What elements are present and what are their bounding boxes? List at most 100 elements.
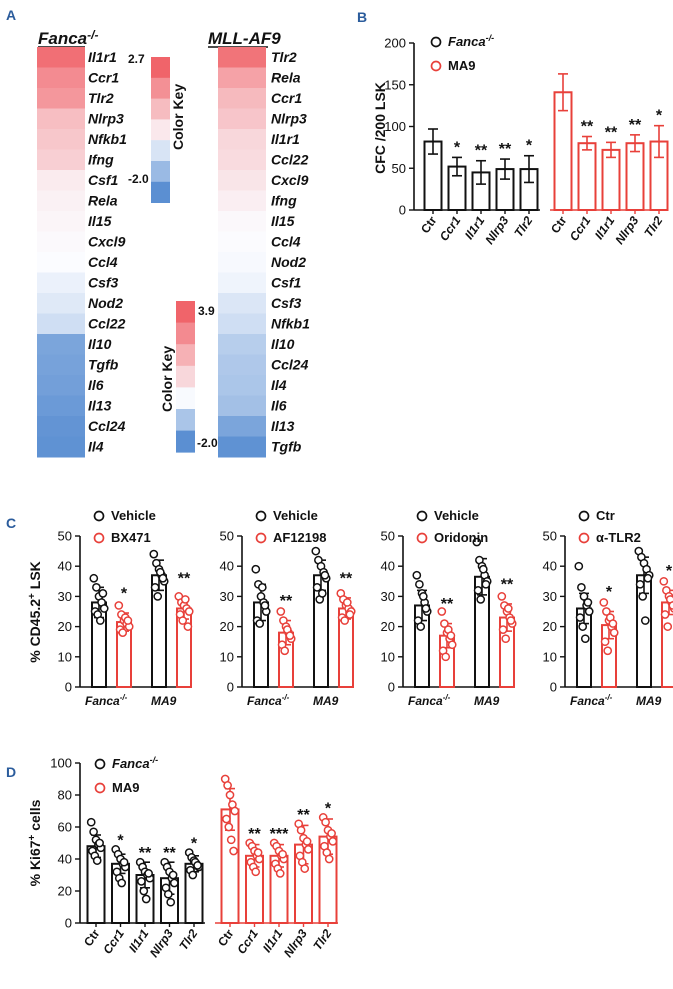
x-group-label: Fanca-/-	[408, 693, 451, 708]
gene-label: Nod2	[88, 295, 123, 311]
data-point	[584, 607, 594, 616]
data-point	[222, 814, 231, 824]
legend-label: Vehicle	[111, 508, 156, 523]
gene-label: Nlrp3	[88, 110, 124, 126]
gene-label: Csf3	[271, 295, 302, 311]
x-tick-label: Tlr2	[310, 926, 334, 952]
color-key-swatch	[176, 409, 195, 431]
gene-label: Il10	[271, 336, 295, 352]
data-point	[251, 564, 261, 574]
heatmap-cell	[37, 67, 85, 89]
color-key-swatch	[176, 365, 195, 388]
color-key-min: -2.0	[197, 436, 218, 450]
x-group-label: MA9	[636, 694, 662, 708]
data-point	[506, 616, 516, 625]
data-point	[663, 622, 673, 631]
y-tick-label: 80	[58, 788, 72, 803]
significance-star: **	[501, 576, 514, 593]
data-point	[640, 616, 650, 625]
gene-label: Nfkb1	[271, 315, 310, 331]
gene-label: Ccl24	[271, 356, 309, 372]
significance-star: **	[441, 596, 454, 613]
gene-label: Nlrp3	[271, 110, 307, 126]
data-point	[92, 582, 101, 592]
bar	[625, 142, 645, 211]
significance-star: *	[666, 563, 673, 580]
gene-label: Tlr2	[88, 90, 114, 106]
gene-label: Il13	[271, 418, 295, 434]
gene-label: Cxcl9	[88, 233, 126, 249]
data-point	[340, 616, 350, 625]
heatmap-cell	[37, 47, 85, 68]
gene-label: Csf3	[88, 274, 119, 290]
gene-label: Ccl4	[271, 233, 301, 249]
significance-star: **	[163, 845, 176, 862]
heatmap-cell	[37, 252, 85, 273]
x-tick-label: Ctr	[215, 926, 237, 948]
data-point	[416, 622, 426, 631]
data-point	[144, 869, 153, 878]
gene-label: Tgfb	[271, 438, 302, 454]
heatmap-cell	[218, 170, 266, 191]
legend-label: AF12198	[273, 530, 326, 545]
data-point	[668, 601, 673, 610]
data-point	[473, 586, 483, 595]
data-point	[599, 598, 609, 607]
gene-label: Nod2	[271, 254, 306, 270]
heatmap-cell	[218, 293, 266, 314]
data-point	[501, 634, 511, 644]
data-point	[577, 582, 586, 592]
heatmap-cell	[218, 47, 266, 68]
heatmap-cell	[218, 67, 266, 89]
data-point	[345, 610, 355, 619]
heatmap-cell	[37, 272, 85, 294]
heatmap-cell	[37, 149, 85, 171]
gene-label: Il10	[88, 336, 112, 352]
data-point	[123, 616, 133, 625]
legend-marker	[430, 60, 442, 72]
y-tick-label: 100	[384, 119, 406, 134]
data-point	[638, 592, 648, 601]
x-tick-label: Nlrp3	[482, 213, 511, 246]
x-tick-label: Ctr	[81, 926, 103, 948]
gene-label: Il6	[271, 397, 287, 413]
legend-label: Ctr	[596, 508, 615, 523]
legend-marker	[416, 532, 428, 544]
data-point	[328, 837, 338, 846]
y-tick-label: 20	[58, 884, 72, 899]
heatmap-cell	[37, 108, 85, 130]
gene-label: Il15	[88, 213, 112, 229]
heatmap-cell	[37, 436, 85, 458]
x-group-label: MA9	[474, 694, 500, 708]
color-key-label: Color Key	[170, 84, 186, 150]
data-point	[635, 579, 645, 589]
data-point	[223, 781, 232, 790]
panel-letter-c: C	[6, 515, 16, 531]
heatmap-cell	[37, 190, 85, 212]
heatmap-cell	[37, 211, 85, 232]
legend-label: Fanca-/-	[448, 33, 494, 49]
legend-marker	[578, 532, 590, 544]
gene-label: Ifng	[271, 192, 297, 208]
color-key-swatch	[151, 77, 170, 99]
y-tick-label: 20	[543, 619, 557, 634]
data-point	[230, 806, 240, 816]
gene-label: Csf1	[88, 172, 119, 188]
chart-c-subplot-1: 0 10 20 30 40 50 * Fanca-/- ** MA9 Vehicle BX471	[58, 508, 194, 708]
significance-star: **	[297, 807, 310, 824]
color-key-swatch	[151, 98, 170, 120]
data-point	[150, 582, 160, 592]
data-point	[446, 631, 456, 641]
gene-label: Il4	[88, 438, 104, 454]
data-point	[278, 849, 287, 859]
significance-star: ***	[270, 826, 289, 843]
data-point	[497, 592, 507, 601]
data-point	[257, 582, 267, 592]
gene-label: Ccl22	[88, 315, 126, 331]
significance-star: **	[280, 593, 293, 610]
y-tick-label: 10	[381, 649, 395, 664]
color-key-swatch	[151, 181, 170, 203]
